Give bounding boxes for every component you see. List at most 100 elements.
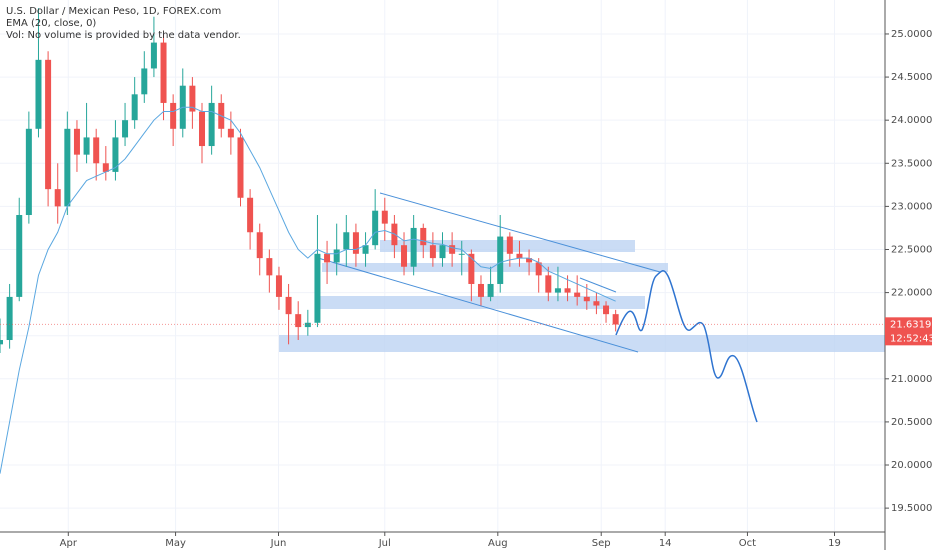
x-tick-label: 19 [828,538,841,549]
candle-body [93,137,100,164]
x-tick-label: Jul [378,538,391,549]
y-tick-label: 23.00000 [891,201,932,212]
candle-body [122,120,129,138]
x-tick-label: 14 [659,538,672,549]
last-price-label: 21.63192 [890,319,932,330]
candle-body [449,245,456,254]
indicator-label: EMA (20, close, 0) [6,18,96,29]
y-tick-label: 22.50000 [891,244,932,255]
countdown-label: 12:52:43 [890,333,932,344]
candle-body [429,245,436,259]
candle-body [612,314,619,325]
x-tick-label: Aug [488,538,508,549]
candle-body [141,68,148,95]
candle-body [189,85,196,112]
channel-line [379,192,661,273]
volume-note: Vol: No volume is provided by the data v… [6,30,241,41]
candle-body [324,253,331,263]
plot [0,8,619,474]
candle-body [477,283,484,297]
candle-body [25,128,32,216]
candle-body [439,245,446,259]
x-tick-label: Sep [592,538,611,549]
candle-body [554,288,561,293]
candle-body [593,301,600,306]
zone [322,263,668,272]
candle-body [362,245,369,254]
projection-path [615,270,758,423]
candle-body [343,232,350,250]
ema-line [0,106,616,474]
candle-body [497,236,504,284]
candle-body [314,253,321,323]
x-tick-label: Oct [739,538,756,549]
candle-body [275,275,282,297]
candle-body [64,128,71,207]
channel-line [579,277,617,293]
last-price-box [885,317,932,346]
y-tick-label: 25.00000 [891,29,932,40]
y-tick-label: 20.50000 [891,417,932,428]
drawings [279,192,885,423]
zone [320,296,645,309]
candle-body [73,128,80,155]
candle-body [150,42,157,69]
candle-body [535,262,542,276]
candle-body [266,258,273,276]
candle-body [227,128,234,138]
candle-body [372,210,379,246]
candle-body [112,137,119,172]
zone [279,335,885,352]
candle-body [458,253,465,255]
candle-body [352,232,359,254]
candle-body [583,296,590,302]
y-tick-label: 21.00000 [891,374,932,385]
candle-body [208,102,215,147]
chart-title: U.S. Dollar / Mexican Peso, 1D, FOREX.co… [6,6,221,17]
y-tick-label: 24.50000 [891,72,932,83]
candle-body [295,314,302,328]
candle-body [381,210,388,224]
y-tick-label: 20.00000 [891,460,932,471]
candle-body [35,59,42,129]
candle-body [6,296,13,341]
y-tick-label: 23.50000 [891,158,932,169]
x-tick-label: Apr [60,538,78,549]
candle-body [247,197,254,233]
candle-body [420,227,427,246]
candle-body [170,102,177,129]
candle-body [45,59,52,190]
x-tick-label: Jun [270,538,287,549]
candle-body [516,253,523,259]
y-tick-label: 24.00000 [891,115,932,126]
channel-line [317,257,639,353]
candle-body [285,296,292,315]
candle-body [410,227,417,267]
candle-body [401,245,408,267]
candle-body [487,283,494,297]
candle-body [54,189,61,207]
candle-body [160,42,167,103]
candle-body [256,232,263,259]
candle-body [545,275,552,293]
candle-body [131,94,138,121]
candle-body [102,163,109,172]
y-tick-label: 22.00000 [891,288,932,299]
candle-body [83,137,90,155]
candle-body [237,137,244,198]
candle-body [506,236,513,254]
y-tick-label: 19.50000 [891,503,932,514]
candle-body [16,215,23,297]
x-tick-label: May [165,538,186,549]
candle-body [603,305,610,315]
candle-body [564,288,571,293]
candle-body [468,253,475,284]
candle-body [0,340,3,345]
candle-body [333,249,340,263]
candle-body [574,292,581,297]
candle-body [526,258,533,263]
candle-body [304,322,311,328]
candle-body [199,111,206,147]
